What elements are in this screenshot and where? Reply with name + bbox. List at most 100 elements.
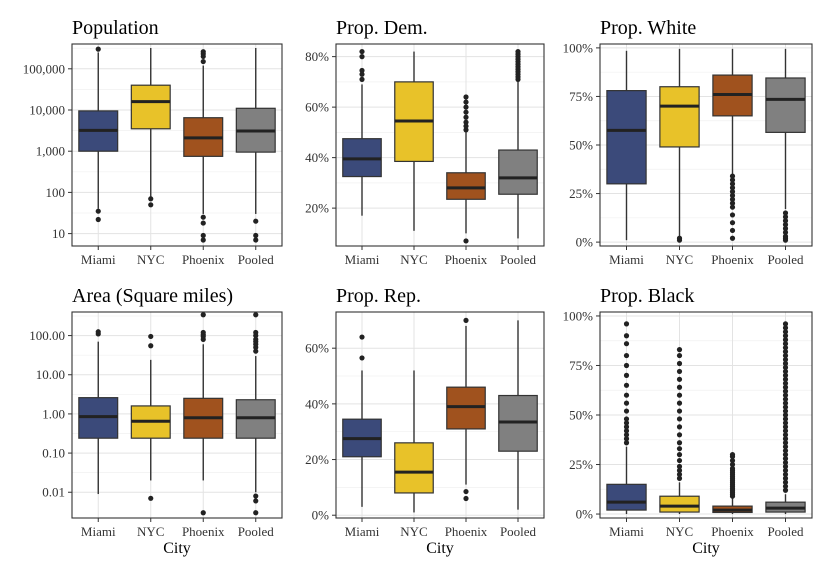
outlier-point — [253, 493, 259, 499]
x-tick-label: Miami — [609, 524, 644, 539]
outlier-point — [463, 488, 469, 495]
box-miami — [606, 50, 647, 241]
outlier-point — [729, 465, 736, 472]
outlier-point — [782, 428, 789, 434]
outlier-point — [782, 345, 789, 351]
outlier-point — [782, 364, 789, 371]
outlier-point — [200, 329, 206, 336]
outlier-point — [359, 54, 365, 60]
outlier-point — [782, 432, 789, 438]
x-tick-label: Miami — [345, 252, 380, 267]
outlier-point — [782, 412, 789, 418]
panel-title: Population — [72, 17, 159, 39]
y-tick-label: 10,000 — [29, 103, 65, 118]
outlier-point — [782, 218, 789, 224]
panel-prop-white: Prop. White 0% 25% 50% 75% 100% Miami NYC Phoeni… — [563, 17, 813, 267]
outlier-point — [253, 237, 259, 243]
outlier-point — [200, 58, 206, 65]
outlier-point — [359, 67, 365, 74]
outlier-point — [782, 408, 789, 414]
box-nyc — [659, 48, 700, 243]
iqr-box — [606, 90, 647, 185]
outlier-point — [148, 202, 154, 208]
outlier-point — [676, 384, 683, 390]
outlier-point — [200, 49, 206, 55]
outlier-point — [463, 127, 469, 133]
outlier-point — [676, 471, 683, 478]
y-tick-label: 25% — [569, 457, 593, 472]
x-tick-label: Phoenix — [182, 252, 225, 267]
outlier-point — [782, 440, 789, 446]
outlier-point — [623, 341, 630, 347]
outlier-point — [729, 212, 736, 218]
panel-border — [599, 311, 813, 519]
outlier-point — [782, 356, 789, 363]
outlier-point — [623, 392, 630, 398]
outlier-point — [729, 457, 736, 464]
outlier-point — [782, 321, 789, 327]
y-tick-label: 0% — [312, 508, 330, 523]
y-tick-label: 50% — [569, 408, 593, 423]
iqr-box — [765, 77, 806, 133]
box-pooled — [235, 312, 276, 516]
outlier-point — [676, 368, 683, 375]
y-tick-label: 0.10 — [42, 446, 65, 461]
panel-border — [335, 43, 545, 247]
box-pooled — [765, 48, 806, 243]
y-tick-label: 100.00 — [29, 328, 65, 343]
outlier-point — [782, 396, 789, 402]
outlier-point — [782, 404, 789, 410]
outlier-point — [253, 336, 259, 342]
outlier-point — [95, 208, 101, 214]
outlier-point — [95, 46, 101, 52]
outlier-point — [676, 446, 683, 452]
box-miami — [342, 334, 382, 507]
outlier-point — [463, 238, 469, 244]
outlier-point — [782, 349, 789, 355]
x-tick-label: NYC — [137, 252, 164, 267]
box-nyc — [130, 333, 171, 501]
y-tick-label: 75% — [569, 358, 593, 373]
x-tick-label: Pooled — [767, 524, 804, 539]
outlier-point — [782, 210, 789, 216]
iqr-box — [659, 495, 700, 513]
outlier-point — [95, 216, 101, 223]
outlier-point — [729, 189, 736, 195]
box-pooled — [235, 47, 276, 243]
y-tick-label: 100% — [563, 308, 594, 323]
outlier-point — [782, 384, 789, 390]
outlier-point — [463, 104, 469, 110]
outlier-point — [729, 185, 736, 191]
outlier-point — [782, 420, 789, 426]
box-nyc — [394, 370, 434, 513]
iqr-box — [659, 86, 700, 148]
outlier-point — [729, 192, 736, 199]
outlier-point — [782, 337, 789, 343]
outlier-point — [95, 329, 101, 335]
panel-title: Prop. Rep. — [336, 285, 421, 307]
x-tick-label: NYC — [137, 524, 164, 539]
outlier-point — [676, 440, 683, 446]
outlier-point — [729, 200, 736, 206]
outlier-point — [623, 428, 630, 434]
outlier-point — [782, 416, 789, 422]
box-miami — [606, 321, 647, 515]
outlier-point — [623, 382, 630, 388]
outlier-point — [782, 436, 789, 442]
outlier-point — [200, 220, 206, 226]
outlier-point — [253, 348, 259, 354]
box-miami — [342, 48, 382, 216]
outlier-point — [782, 452, 789, 458]
box-pooled — [498, 320, 538, 510]
panel-prop-black: Prop. Black 0% 25% 50% 75% 100% Miami NYC Phoeni… — [563, 285, 813, 557]
y-tick-label: 10 — [52, 226, 65, 241]
outlier-point — [463, 114, 469, 120]
box-phoenix — [712, 48, 753, 241]
outlier-point — [676, 400, 683, 406]
panel-border — [71, 43, 283, 247]
outlier-point — [729, 461, 736, 468]
outlier-point — [463, 123, 469, 129]
x-tick-label: Miami — [345, 524, 380, 539]
outlier-point — [623, 400, 630, 406]
